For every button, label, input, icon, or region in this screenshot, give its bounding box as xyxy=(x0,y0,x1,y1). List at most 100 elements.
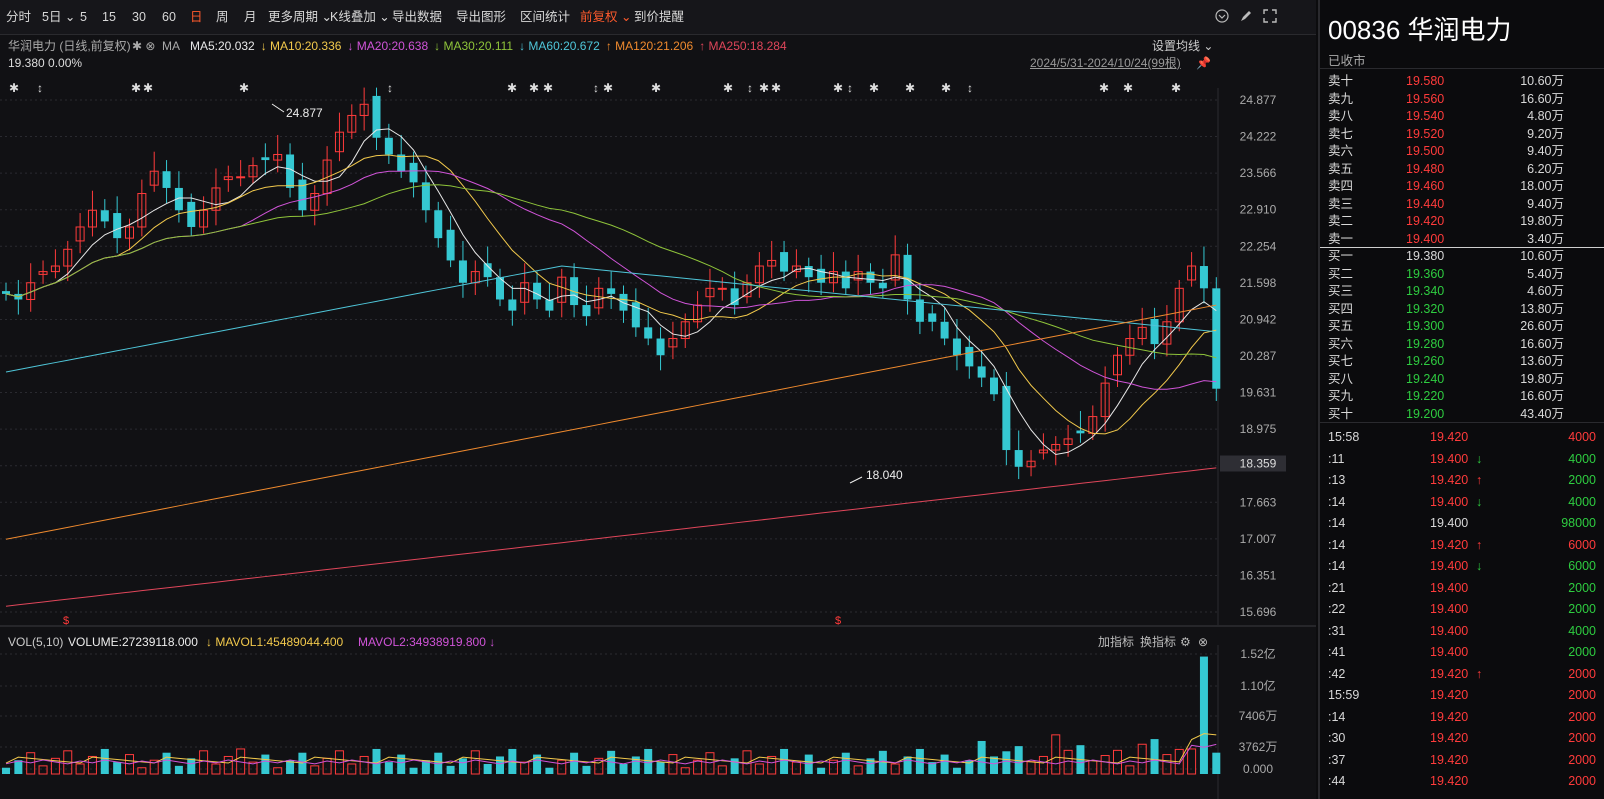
draw-pen-icon[interactable] xyxy=(1238,9,1254,25)
order-book-row[interactable]: 卖十 19.580 10.60万 xyxy=(1320,72,1604,90)
toolbar-item[interactable]: 月 xyxy=(244,10,257,24)
tick-time: :14 xyxy=(1328,537,1346,552)
order-book-row[interactable]: 卖九 19.560 16.60万 xyxy=(1320,90,1604,108)
order-book-label: 卖十 xyxy=(1328,74,1354,88)
toolbar-item[interactable]: 30 xyxy=(132,10,146,24)
candle-body xyxy=(717,287,727,290)
order-book-row[interactable]: 买五 19.300 26.60万 xyxy=(1320,317,1604,335)
toolbar-item[interactable]: 分时 xyxy=(6,10,32,24)
candle-body xyxy=(520,282,530,303)
order-book-row[interactable]: 买十 19.200 43.40万 xyxy=(1320,405,1604,423)
max-price-label: 24.877 xyxy=(286,106,323,120)
ma-value: ↓ MA20:20.638 xyxy=(347,39,429,53)
candle-body xyxy=(137,193,147,228)
candle-body xyxy=(841,271,850,289)
order-book-row[interactable]: 买六 19.280 16.60万 xyxy=(1320,335,1604,353)
candle-body xyxy=(2,291,10,294)
tick-volume: 4000 xyxy=(1568,451,1596,466)
order-book-row[interactable]: 买一 19.380 10.60万 xyxy=(1320,247,1604,265)
ma-label: MA xyxy=(162,39,180,53)
order-book-row[interactable]: 买四 19.320 13.80万 xyxy=(1320,300,1604,318)
order-book-row[interactable]: 买九 19.220 16.60万 xyxy=(1320,387,1604,405)
order-book-row[interactable]: 买七 19.260 13.60万 xyxy=(1320,352,1604,370)
toolbar-item[interactable]: 周 xyxy=(216,10,229,24)
ma-line-30 xyxy=(5,184,1217,359)
volume-bar xyxy=(261,754,270,774)
order-book-row[interactable]: 卖二 19.420 19.80万 xyxy=(1320,212,1604,230)
tick-time: :44 xyxy=(1328,774,1346,788)
toolbar-item[interactable]: 15 xyxy=(102,10,116,24)
fullscreen-icon[interactable] xyxy=(1262,9,1278,25)
order-book-label: 买七 xyxy=(1328,354,1354,368)
order-book-row[interactable]: 卖三 19.440 9.40万 xyxy=(1320,195,1604,213)
toolbar-item[interactable]: 5日 ⌄ xyxy=(42,10,76,24)
order-book-price: 19.360 xyxy=(1406,266,1445,281)
divider xyxy=(1320,68,1604,69)
tick-volume: 2000 xyxy=(1568,645,1596,659)
event-marker: ↕ xyxy=(37,81,43,95)
toolbar-item[interactable]: K线叠加 ⌄ xyxy=(330,10,390,24)
order-book-row[interactable]: 买八 19.240 19.80万 xyxy=(1320,370,1604,388)
order-book-row[interactable]: 卖八 19.540 4.80万 xyxy=(1320,107,1604,125)
tick-row: :14 19.420 2000 xyxy=(1320,706,1604,728)
toolbar-item[interactable]: 导出数据 xyxy=(392,10,443,24)
candle-body xyxy=(273,153,283,161)
order-book-row[interactable]: 买三 19.340 4.60万 xyxy=(1320,282,1604,300)
close-icon[interactable]: ⊗ xyxy=(1198,635,1209,649)
order-book-label: 买二 xyxy=(1328,266,1354,281)
candle-body xyxy=(75,226,85,242)
order-book-row[interactable]: 卖四 19.460 18.00万 xyxy=(1320,177,1604,195)
volume-bar xyxy=(570,752,579,774)
order-book-row[interactable]: 卖一 19.400 3.40万 xyxy=(1320,230,1604,248)
order-book-volume: 10.60万 xyxy=(1520,249,1564,263)
order-book-label: 卖二 xyxy=(1328,214,1354,228)
order-book-price: 19.400 xyxy=(1406,231,1445,246)
order-book-row[interactable]: 买二 19.360 5.40万 xyxy=(1320,265,1604,283)
toolbar-item[interactable]: 5 xyxy=(80,10,87,24)
toolbar-item[interactable]: 导出图形 xyxy=(456,10,507,24)
volume-bar xyxy=(903,756,912,774)
tick-price: 19.400 xyxy=(1430,451,1469,466)
switch-indicator-button[interactable]: 换指标 xyxy=(1140,635,1177,649)
kline-svg: 24.877 24.222 23.566 22.910 22.254 21.598 20.9… xyxy=(0,81,1316,799)
candle-body xyxy=(174,187,183,211)
order-book-row[interactable]: 卖七 19.520 9.20万 xyxy=(1320,125,1604,143)
toolbar-item[interactable]: 到价提醒 xyxy=(634,10,685,24)
volume-bar xyxy=(50,757,60,775)
volume-bar xyxy=(1199,656,1208,774)
toolbar-item[interactable]: 日 xyxy=(190,10,203,24)
candle-body xyxy=(483,263,492,278)
candle-body xyxy=(248,165,258,178)
volume-bar xyxy=(990,756,998,774)
add-indicator-button[interactable]: 加指标 xyxy=(1098,635,1135,649)
candle-body xyxy=(26,282,36,300)
candle-body xyxy=(1199,266,1208,289)
gear-icon[interactable]: ⚙ xyxy=(1180,635,1191,649)
toolbar-item[interactable]: 更多周期 ⌄ xyxy=(268,10,332,24)
order-book-row[interactable]: 卖六 19.500 9.40万 xyxy=(1320,142,1604,160)
volume-bar xyxy=(619,763,628,774)
order-book-volume: 5.40万 xyxy=(1527,266,1564,281)
toolbar-item[interactable]: 60 xyxy=(162,10,176,24)
order-book-volume: 9.40万 xyxy=(1527,144,1564,158)
volume-axis-label: 0.000 xyxy=(1243,762,1273,776)
tick-volume: 2000 xyxy=(1568,688,1596,702)
ma-settings-button[interactable]: 设置均线 ⌄ xyxy=(1152,39,1214,53)
settings-dot-icon[interactable]: ✱ ⊗ xyxy=(132,39,156,53)
candle-body xyxy=(508,299,517,311)
tick-volume: 2000 xyxy=(1568,752,1596,767)
date-range[interactable]: 2024/5/31-2024/10/24(99根) xyxy=(1030,56,1181,70)
toolbar-item[interactable]: 前复权 ⌄ xyxy=(580,10,632,24)
candle-body xyxy=(384,137,393,155)
event-marker: ↕ xyxy=(847,81,853,95)
arrow-up-icon: ↑ xyxy=(1476,537,1483,552)
order-book-row[interactable]: 卖五 19.480 6.20万 xyxy=(1320,160,1604,178)
event-marker: ✱ xyxy=(1099,81,1109,95)
volume-bar xyxy=(310,765,320,775)
arrow-up-icon: ↑ xyxy=(1476,473,1483,487)
candle-body xyxy=(767,259,777,267)
toolbar-item[interactable]: 区间统计 xyxy=(520,10,571,24)
volume-bar xyxy=(483,763,492,774)
chevron-circle-icon[interactable] xyxy=(1214,9,1230,25)
pin-icon[interactable]: 📌 xyxy=(1196,56,1211,70)
